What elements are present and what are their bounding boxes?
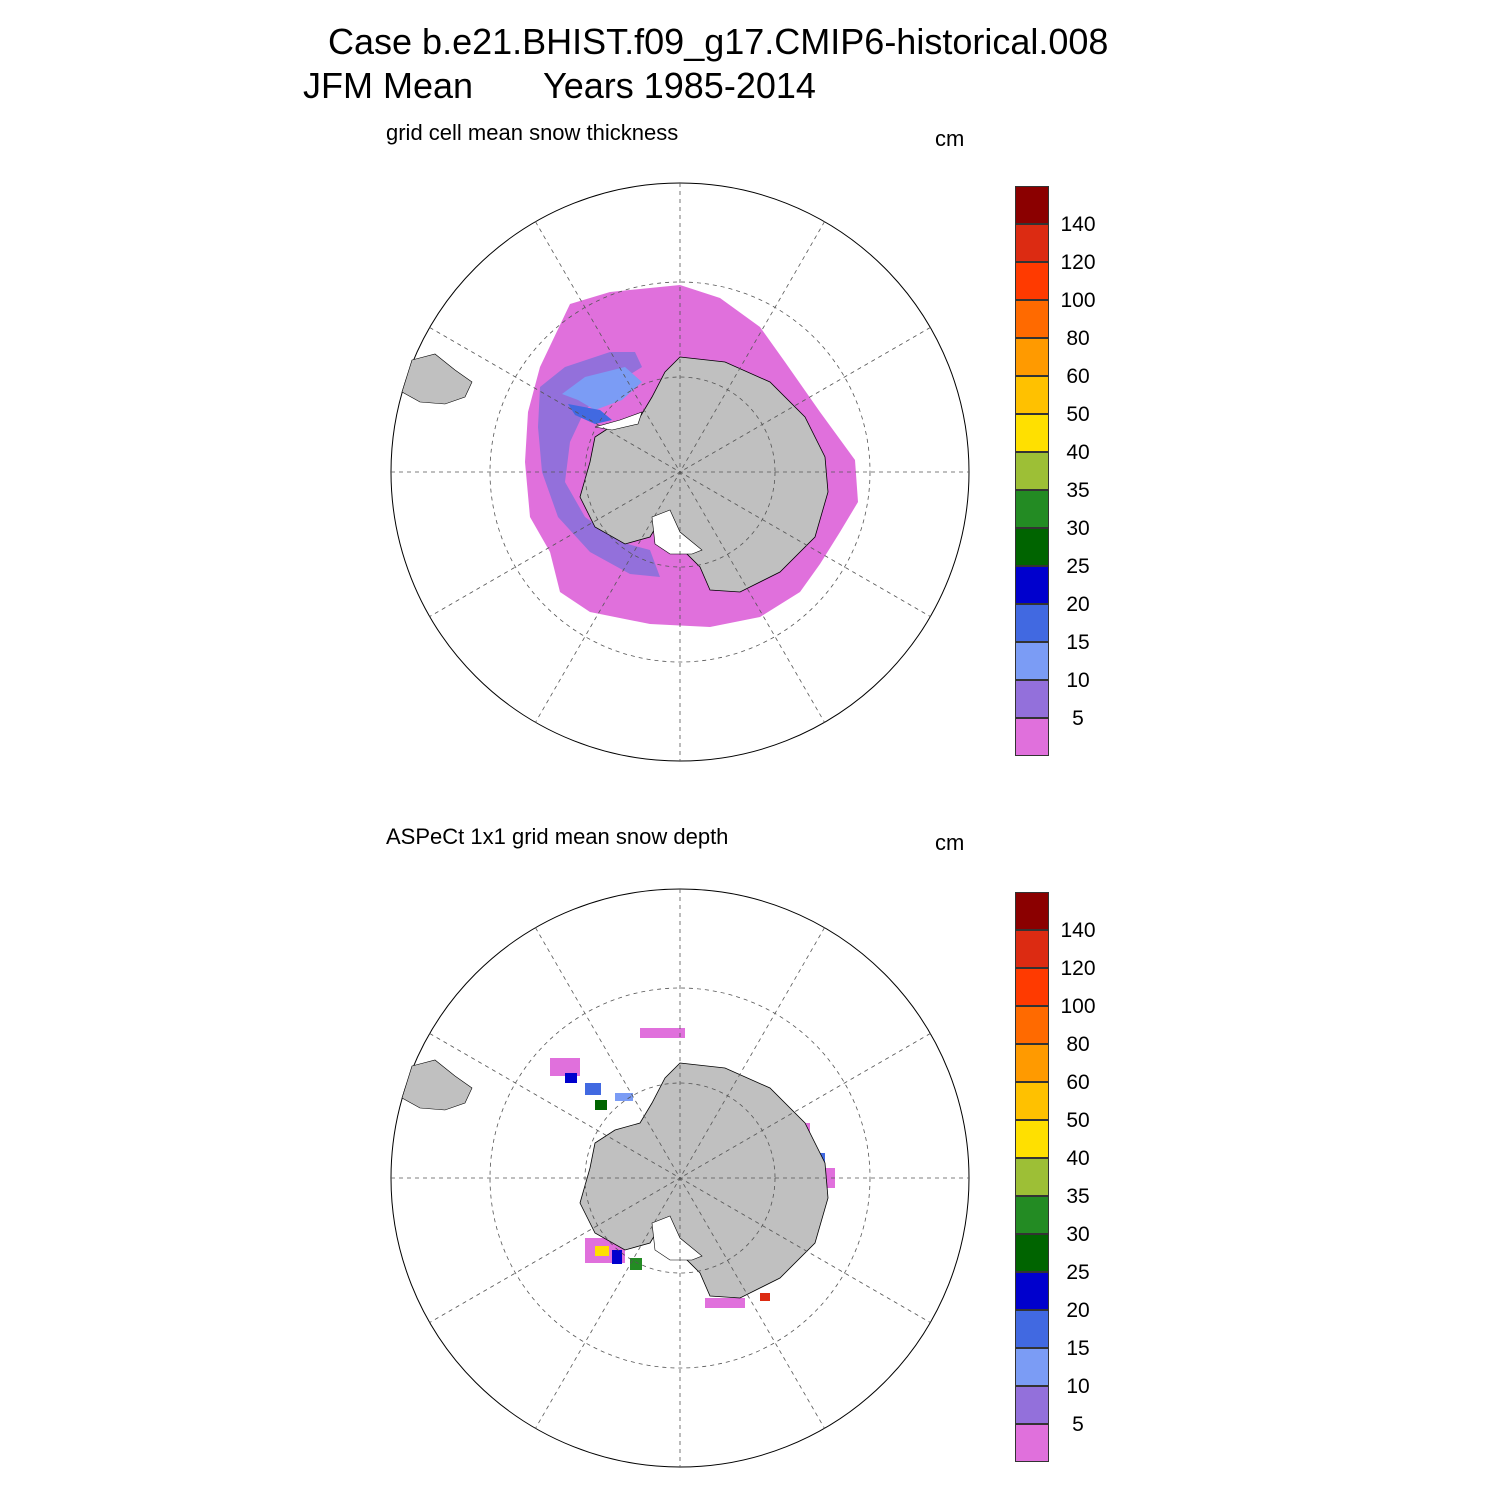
colorbar-label: 30: [1066, 517, 1090, 540]
case-title: Case b.e21.BHIST.f09_g17.CMIP6-historica…: [328, 21, 1109, 62]
colorbar-swatch: [1015, 1120, 1049, 1158]
colorbar-label: 35: [1066, 479, 1090, 502]
panel-1-title: grid cell mean snow thickness: [386, 120, 679, 145]
colorbar-label: 40: [1066, 441, 1090, 464]
colorbar-label: 140: [1060, 213, 1096, 236]
colorbar-swatch: [1015, 338, 1049, 376]
colorbar-swatch: [1015, 680, 1049, 718]
snow-ring-purple: [538, 352, 660, 577]
colorbar-label: 120: [1060, 251, 1096, 274]
colorbar-label: 25: [1066, 1261, 1090, 1284]
colorbar-swatch: [1015, 414, 1049, 452]
weddell-ice-shelf: [594, 411, 643, 431]
colorbar-label: 100: [1060, 289, 1096, 312]
ross-ice-shelf: [651, 509, 703, 555]
colorbar-swatch: [1015, 1158, 1049, 1196]
colorbar-swatch: [1015, 1196, 1049, 1234]
snow-ring-blue: [562, 367, 642, 410]
colorbar-swatch: [1015, 1082, 1049, 1120]
colorbar-swatch: [1015, 262, 1049, 300]
colorbar-label: 80: [1066, 1033, 1090, 1056]
colorbar-swatch: [1015, 1424, 1049, 1462]
colorbar-label: 60: [1066, 1071, 1090, 1094]
colorbar-swatch: [1015, 718, 1049, 756]
colorbar-swatch: [1015, 566, 1049, 604]
season-title: JFM Mean: [303, 65, 474, 106]
colorbar-swatch: [1015, 452, 1049, 490]
graticule: [391, 889, 969, 1467]
colorbar-label: 15: [1066, 1337, 1090, 1360]
colorbar-swatch: [1015, 490, 1049, 528]
panel-2-title: ASPeCt 1x1 grid mean snow depth: [386, 824, 729, 849]
colorbar-swatch: [1015, 604, 1049, 642]
panel-2-unit: cm: [935, 830, 965, 855]
colorbar-label: 15: [1066, 631, 1090, 654]
panel-2-polar-map: [390, 888, 970, 1468]
colorbar-label: 50: [1066, 403, 1090, 426]
colorbar-swatch: [1015, 1044, 1049, 1082]
colorbar-swatch: [1015, 1006, 1049, 1044]
colorbar-swatch: [1015, 1310, 1049, 1348]
panel-2-map: [380, 878, 980, 1478]
colorbar-label: 20: [1066, 593, 1090, 616]
colorbar-label: 140: [1060, 919, 1096, 942]
colorbar-label: 35: [1066, 1185, 1090, 1208]
colorbar-label: 60: [1066, 365, 1090, 388]
colorbar-label: 10: [1066, 1375, 1090, 1398]
panel-1-unit: cm: [935, 126, 965, 151]
colorbar-swatch: [1015, 528, 1049, 566]
colorbar-swatch: [1015, 968, 1049, 1006]
panel-1-polar-map: [390, 182, 970, 762]
south-america-land: [401, 1059, 473, 1111]
colorbar-swatch: [1015, 224, 1049, 262]
colorbar-swatch: [1015, 1234, 1049, 1272]
colorbar-swatch: [1015, 930, 1049, 968]
colorbar-swatch: [1015, 642, 1049, 680]
panel-1-map: [380, 172, 980, 772]
colorbar-swatch: [1015, 1272, 1049, 1310]
colorbar-label: 10: [1066, 669, 1090, 692]
colorbar-label: 25: [1066, 555, 1090, 578]
south-america-land: [401, 353, 473, 405]
colorbar-label: 20: [1066, 1299, 1090, 1322]
colorbar-swatch: [1015, 1386, 1049, 1424]
colorbar-swatch: [1015, 186, 1049, 224]
colorbar-label: 40: [1066, 1147, 1090, 1170]
colorbar-label: 80: [1066, 327, 1090, 350]
colorbar-label: 5: [1072, 1413, 1084, 1436]
colorbar-label: 30: [1066, 1223, 1090, 1246]
years-title: Years 1985-2014: [543, 65, 816, 106]
graticule: [391, 183, 969, 761]
colorbar-swatch: [1015, 300, 1049, 338]
colorbar-swatch: [1015, 376, 1049, 414]
colorbar-label: 50: [1066, 1109, 1090, 1132]
colorbar-swatch: [1015, 892, 1049, 930]
colorbar-label: 120: [1060, 957, 1096, 980]
colorbar-swatch: [1015, 1348, 1049, 1386]
ross-ice-shelf: [651, 1215, 703, 1261]
colorbar-label: 5: [1072, 707, 1084, 730]
colorbar-label: 100: [1060, 995, 1096, 1018]
